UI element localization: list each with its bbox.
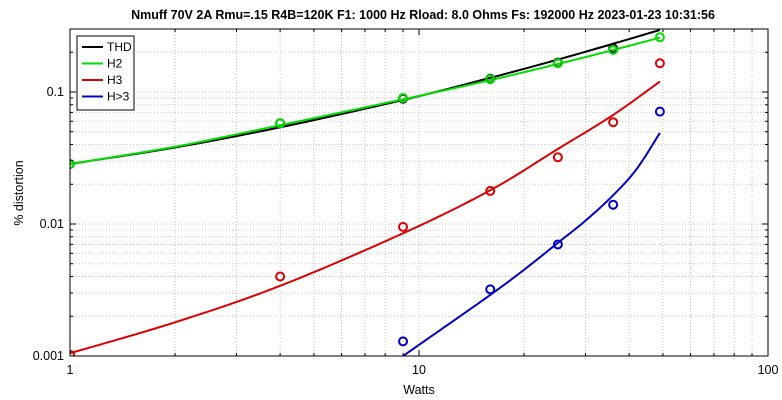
data-point-h-3 (552, 239, 563, 250)
series-line-h-3 (402, 132, 661, 356)
data-point-h2 (552, 58, 563, 69)
x-axis-label: Watts (403, 383, 434, 397)
data-point-h-3 (398, 336, 409, 347)
data-point-h2 (398, 93, 409, 104)
legend-label: H2 (107, 57, 123, 71)
y-tick-label: 0.01 (40, 217, 64, 231)
data-point-h2 (485, 74, 496, 85)
legend: THD H2 H3 H>3 (76, 35, 135, 111)
x-tick-label: 10 (412, 363, 426, 377)
chart-title: Nmuff 70V 2A Rmu=.15 R4B=120K F1: 1000 H… (131, 8, 715, 22)
y-tick-label: 0.001 (33, 349, 64, 363)
data-point-h2 (70, 158, 75, 169)
data-point-h-3 (485, 284, 496, 295)
axis-ticks: 1 10 100 0.001 0.01 0.1 (33, 28, 779, 377)
x-tick-label: 1 (67, 363, 74, 377)
legend-label: H3 (107, 73, 123, 87)
y-tick-label: 0.1 (47, 85, 64, 99)
data-point-h-3 (654, 106, 665, 117)
x-tick-label: 100 (758, 363, 779, 377)
legend-label: H>3 (107, 90, 130, 104)
data-point-h3 (654, 58, 665, 69)
data-point-h2 (275, 118, 286, 129)
series-line-h3 (70, 80, 661, 355)
data-point-h3 (552, 152, 563, 163)
series-points (70, 32, 665, 356)
data-point-h2 (654, 32, 665, 43)
data-point-h3 (275, 271, 286, 282)
data-point-h-3 (608, 199, 619, 210)
series-line-h2 (70, 36, 661, 165)
data-point-h3 (485, 185, 496, 196)
grid (69, 28, 768, 357)
legend-box (76, 35, 135, 111)
data-point-h3 (70, 349, 75, 356)
legend-label: THD (107, 40, 132, 54)
data-point-h2 (608, 44, 619, 55)
data-point-h3 (608, 117, 619, 128)
series-curves (70, 29, 661, 356)
y-axis-label: % distortion (12, 160, 26, 225)
data-point-h3 (398, 221, 409, 232)
